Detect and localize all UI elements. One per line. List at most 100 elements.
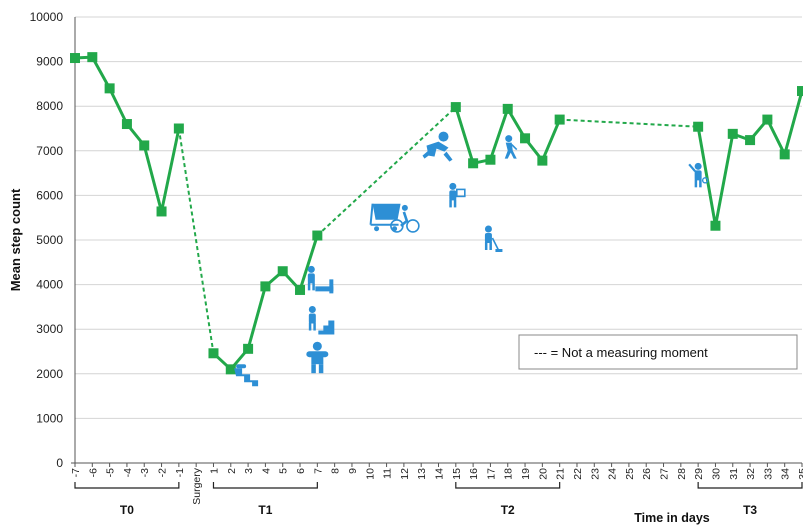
x-tick-label: 24	[607, 468, 619, 480]
period-label: T0	[120, 503, 134, 517]
period-label: T3	[743, 503, 757, 517]
y-tick-label: 9000	[36, 55, 63, 69]
data-point	[243, 343, 254, 354]
y-tick-label: 7000	[36, 144, 63, 158]
icon-shape	[491, 237, 500, 251]
period-bracket	[697, 482, 803, 489]
icon-body	[504, 142, 517, 159]
x-tick-label: 19	[520, 468, 532, 480]
series-markers	[70, 52, 803, 375]
x-tick-label: 8	[330, 468, 342, 474]
data-point	[121, 119, 132, 130]
data-point	[450, 102, 461, 113]
icon-leg	[308, 322, 312, 331]
x-tick-label: 10	[364, 468, 376, 480]
period-bracket	[74, 482, 180, 489]
person-wave-icon	[688, 162, 709, 188]
icon-shape	[701, 177, 709, 184]
x-tick-label: 18	[503, 468, 515, 480]
x-tick-label: -1	[174, 468, 186, 477]
x-tick-label: -4	[122, 468, 134, 477]
grid-lines	[75, 16, 802, 419]
activity-icons	[234, 131, 709, 387]
data-point	[762, 114, 773, 125]
icon-body	[449, 190, 457, 201]
icon-wheel	[406, 219, 420, 233]
data-point	[312, 230, 323, 241]
icon-shape	[329, 279, 334, 294]
x-tick-label: -2	[157, 468, 169, 477]
data-point	[554, 114, 565, 125]
data-point	[156, 206, 167, 217]
person-bicycle-icon	[390, 204, 420, 233]
x-tick-label: 9	[347, 468, 359, 474]
icon-arm	[688, 163, 696, 173]
icon-shape	[372, 203, 401, 220]
data-point	[537, 155, 548, 166]
y-tick-label: 2000	[36, 367, 63, 381]
stairs-icon	[234, 364, 259, 387]
icon-head	[694, 162, 702, 170]
period-brackets: T0 T1 T2 T3	[74, 482, 803, 517]
x-tick-label: 31	[728, 468, 740, 480]
legend-text: --- = Not a measuring moment	[534, 345, 708, 360]
data-point	[520, 133, 531, 144]
data-point	[139, 140, 150, 151]
icon-box	[456, 188, 466, 198]
x-tick-label: 5	[278, 468, 290, 474]
data-point	[693, 121, 704, 132]
data-point	[87, 52, 98, 63]
x-tick-label: 4	[260, 468, 272, 474]
dashed-connector	[559, 118, 699, 128]
x-axis-label: Time in days	[634, 511, 710, 525]
legend-box	[518, 334, 798, 370]
icon-shape	[369, 203, 374, 225]
x-tick-label: -5	[105, 468, 117, 477]
person-bed-icon	[307, 265, 334, 294]
y-tick-label: 6000	[36, 188, 63, 202]
series-line	[74, 55, 181, 213]
x-tick-label: 29	[693, 468, 705, 480]
period-label: T1	[258, 503, 272, 517]
data-point	[797, 86, 803, 97]
icon-leg	[699, 179, 702, 188]
icon-body	[308, 313, 316, 324]
icon-leg	[453, 199, 457, 208]
x-tick-label: -3	[139, 468, 151, 477]
data-point	[779, 149, 790, 160]
x-tick-label: 14	[434, 468, 446, 480]
icon-body	[694, 170, 702, 181]
icon-head	[438, 131, 449, 142]
data-point	[104, 83, 115, 94]
icon-head	[401, 204, 408, 211]
icon-shape	[236, 364, 247, 369]
data-point	[502, 103, 513, 114]
dashed-connector	[316, 106, 457, 237]
x-tick-label: 26	[641, 468, 653, 480]
x-tick-label: 33	[762, 468, 774, 480]
shopping-cart-icon	[369, 203, 401, 232]
dashed-connector	[177, 128, 215, 354]
icon-leg	[307, 282, 311, 291]
y-tick-label: 8000	[36, 99, 63, 113]
legend: --- = Not a measuring moment	[518, 334, 798, 370]
x-tick-label: 32	[745, 468, 757, 480]
x-tick-label: 35	[797, 468, 803, 480]
icon-leg	[311, 364, 316, 374]
period-bracket	[212, 482, 318, 489]
y-tick-label: 1000	[36, 411, 63, 425]
icon-leg	[489, 242, 492, 250]
x-tick-label: 20	[537, 468, 549, 480]
x-tick-label: 25	[624, 468, 636, 480]
x-tick-label: 23	[589, 468, 601, 480]
icon-body	[484, 233, 492, 243]
icon-head	[449, 182, 457, 190]
series-line	[212, 235, 319, 371]
x-tick-label: -6	[87, 468, 99, 477]
person-box-icon	[449, 182, 466, 208]
icon-body	[311, 355, 324, 365]
icon-shape	[318, 320, 335, 335]
data-point	[468, 158, 479, 169]
data-point	[485, 154, 496, 165]
